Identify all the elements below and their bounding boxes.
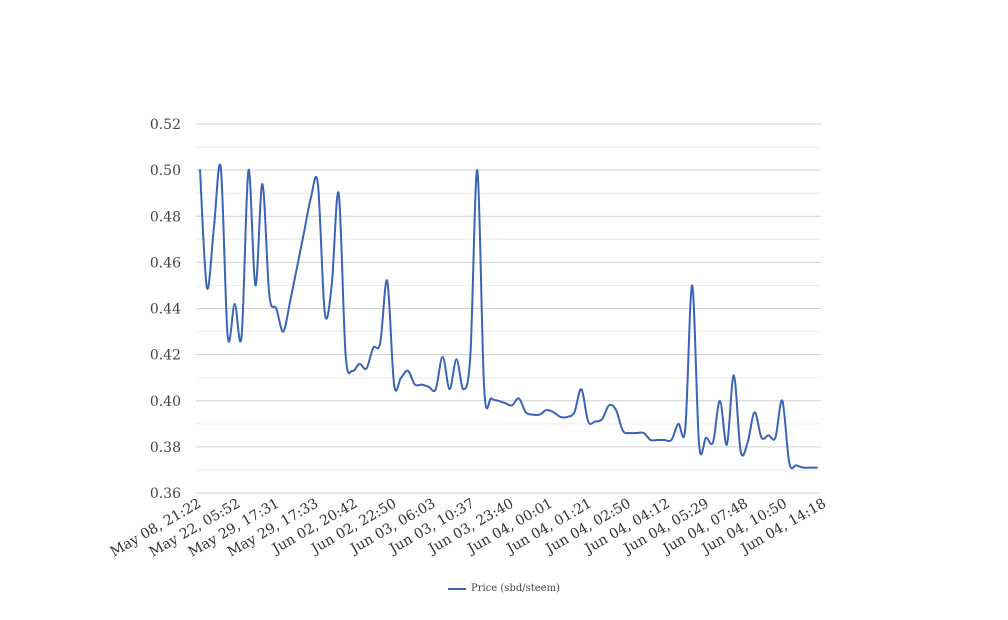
legend-label: Price (sbd/steem): [471, 583, 560, 594]
y-tick-label: 0.40: [150, 394, 181, 410]
y-tick-label: 0.44: [150, 302, 181, 318]
y-tick-label: 0.46: [150, 255, 181, 271]
y-tick-label: 0.50: [150, 163, 181, 179]
grid-layer: [196, 123, 821, 494]
series-line: [199, 163, 818, 470]
y-axis: 0.36 0.38 0.40 0.42 0.44 0.46 0.48 0.50 0.52: [150, 117, 181, 502]
y-tick-label: 0.36: [150, 486, 181, 502]
y-tick-label: 0.38: [150, 440, 181, 456]
series-layer: [199, 163, 818, 470]
legend: Price (sbd/steem): [0, 583, 1008, 594]
y-tick-label: 0.48: [150, 209, 181, 225]
y-tick-label: 0.42: [150, 348, 181, 364]
y-tick-label: 0.52: [150, 117, 181, 133]
legend-swatch: [448, 587, 466, 590]
